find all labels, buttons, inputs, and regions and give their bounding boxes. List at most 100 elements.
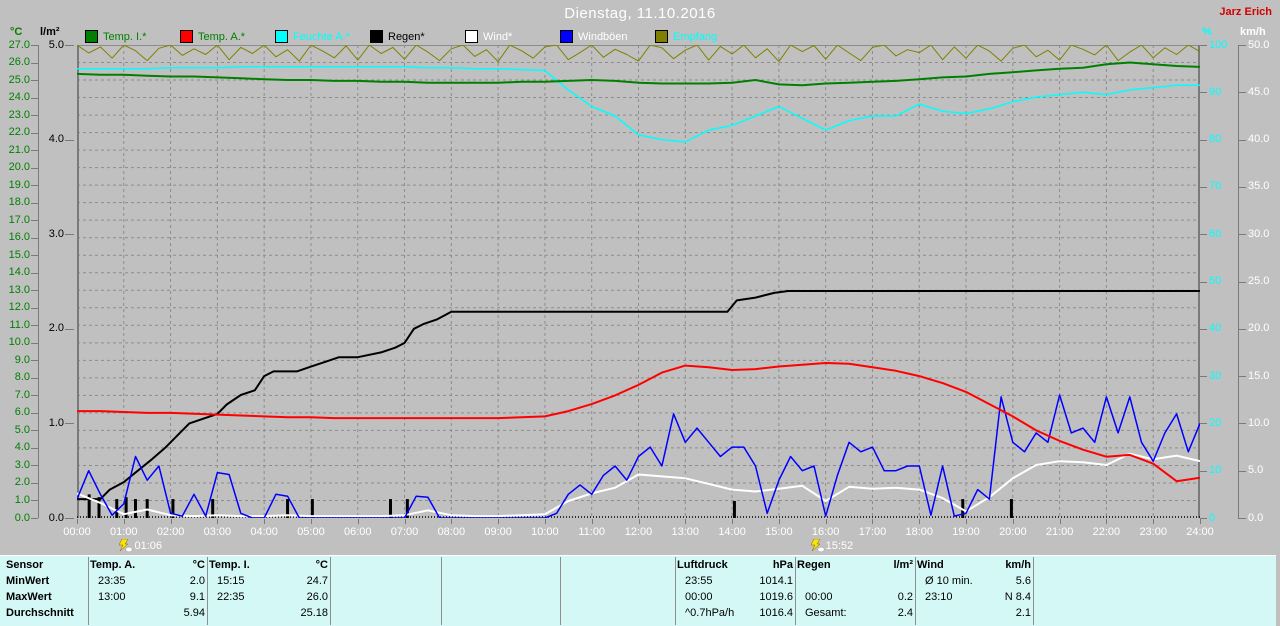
temp-axis-tick: [31, 167, 38, 169]
time-tick-label: 22:00: [1092, 526, 1121, 538]
table-row-label: MaxWert: [6, 591, 52, 603]
wind-axis-unit: km/h: [1240, 26, 1266, 38]
temp-axis-tick: [31, 500, 38, 502]
wind-axis-tick-label: 30.0: [1248, 227, 1270, 240]
station-name: Jarz Erich: [1219, 6, 1272, 18]
table-divider: [915, 557, 916, 625]
rain-bar: [310, 499, 314, 518]
rain-axis-tick: [65, 423, 74, 425]
rain-bar: [171, 499, 175, 518]
wind-axis-tick-label: 25.0: [1248, 275, 1270, 287]
lightning-icon: [810, 539, 825, 552]
time-tick-label: 23:00: [1139, 526, 1167, 538]
time-tick-label: 15:00: [765, 526, 793, 538]
time-tick-label: 03:00: [203, 526, 232, 538]
table-cell-time: 13:00: [98, 591, 126, 603]
humidity-axis-tick-label: 30: [1209, 369, 1222, 382]
series-windb-en: [77, 394, 1200, 518]
time-tick-label: 17:00: [858, 526, 887, 538]
table-cell-time: 23:10: [925, 591, 953, 603]
rain-bar: [133, 499, 137, 518]
time-tick-label: 14:00: [718, 526, 746, 538]
table-cell-value: 25.18: [300, 607, 328, 619]
humidity-axis-tick: [1200, 139, 1207, 141]
temp-axis-tick: [31, 202, 38, 204]
table-cell-value: 2.1: [1015, 607, 1031, 619]
wind-axis-tick-label: 0.0: [1248, 511, 1264, 524]
legend-item-wind-: Wind*: [465, 30, 512, 43]
table-cell-value: N 8.4: [1004, 591, 1031, 603]
humidity-axis-tick-label: 40: [1209, 322, 1222, 335]
time-tick: [1153, 519, 1155, 524]
humidity-axis-tick: [1200, 281, 1207, 283]
time-tick: [591, 519, 593, 524]
wind-axis-tick: [1238, 470, 1246, 472]
temp-axis-tick-label: 17.0: [8, 213, 30, 226]
event-marker: 01:06: [118, 539, 162, 552]
rain-axis-tick-label: 4.0: [48, 133, 64, 146]
wind-axis-tick-label: 15.0: [1248, 369, 1270, 382]
series-empfang: [77, 45, 1200, 63]
time-tick-label: 24:00: [1186, 526, 1214, 538]
page-title: Dienstag, 11.10.2016: [564, 5, 716, 22]
humidity-axis-tick: [1200, 470, 1207, 472]
table-cell-value: 2.4: [897, 607, 913, 619]
table-divider: [1033, 557, 1034, 625]
table-row-label: Durchschnitt: [6, 607, 74, 619]
table-col-title: Wind: [917, 559, 944, 571]
table-cell-time: ^0.7hPa/h: [685, 607, 735, 619]
table-cell-value: 1016.4: [759, 607, 793, 619]
humidity-axis-tick: [1200, 186, 1207, 188]
legend-label: Wind*: [483, 30, 513, 43]
time-tick-label: 08:00: [437, 526, 466, 538]
table-cell-time: Gesamt:: [805, 607, 847, 619]
time-tick: [1059, 519, 1061, 524]
rain-bar: [389, 499, 393, 518]
rain-bar: [1009, 499, 1013, 518]
table-cell-time: 00:00: [685, 591, 713, 603]
time-tick: [778, 519, 780, 524]
time-tick-label: 19:00: [952, 526, 980, 538]
temp-axis-tick: [31, 518, 38, 519]
legend-label: Windböen: [578, 30, 628, 43]
humidity-axis-tick: [1200, 518, 1207, 519]
humidity-axis-tick-label: 90: [1209, 85, 1222, 98]
temp-axis-tick: [31, 290, 38, 292]
temp-axis-tick: [31, 447, 38, 449]
table-col-title: Temp. A.: [90, 559, 136, 571]
wind-axis-tick-label: 35.0: [1248, 180, 1270, 193]
rain-axis-tick-label: 3.0: [48, 227, 64, 240]
temp-axis-tick: [31, 465, 38, 467]
table-col-title: Temp. I.: [209, 559, 250, 571]
rain-bar: [732, 500, 736, 518]
time-tick-label: 10:00: [531, 526, 559, 538]
table-divider: [207, 557, 208, 625]
table-cell-value: 5.94: [183, 607, 205, 619]
table-cell-value: 1019.6: [759, 591, 793, 603]
temp-axis-tick-label: 4.0: [14, 441, 30, 454]
temp-axis-tick: [31, 255, 38, 257]
legend-item-windb-en: Windböen: [560, 30, 628, 43]
time-tick-label: 12:00: [624, 526, 653, 538]
legend-item-feuchte-a-: Feuchte A.*: [275, 30, 350, 43]
temp-axis-tick: [31, 412, 38, 414]
table-row-label: MinWert: [6, 575, 50, 587]
rain-bar: [97, 497, 101, 518]
table-col-unit: hPa: [772, 559, 793, 571]
temp-axis-tick: [31, 395, 38, 397]
temp-axis-tick-label: 26.0: [8, 56, 30, 69]
time-tick-label: 13:00: [671, 526, 700, 538]
table-col-title: Regen: [797, 559, 831, 571]
rain-axis-tick: [65, 45, 74, 46]
time-tick-label: 04:00: [250, 526, 278, 538]
table-cell-time: 22:35: [217, 591, 245, 603]
temp-axis-tick-label: 1.0: [14, 493, 30, 506]
temp-axis-tick-label: 2.0: [14, 476, 30, 489]
temp-axis-tick-label: 9.0: [14, 353, 30, 366]
table-divider: [560, 557, 561, 625]
temp-axis-tick: [31, 237, 38, 239]
time-tick: [685, 519, 687, 524]
temp-axis-tick-label: 23.0: [8, 108, 30, 121]
table-col-unit: l/m²: [893, 559, 913, 571]
event-marker-time: 01:06: [134, 540, 162, 552]
